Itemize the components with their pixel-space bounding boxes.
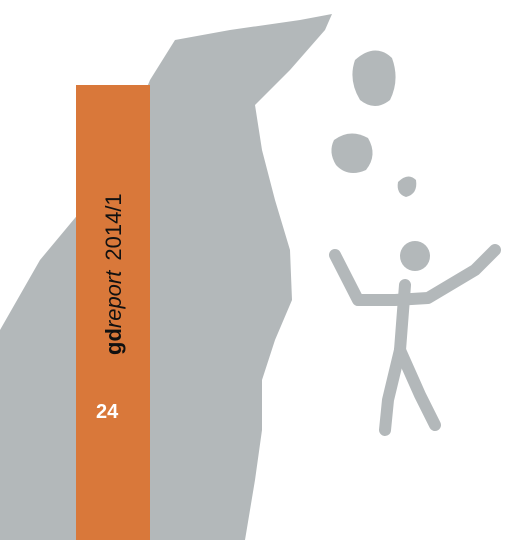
page: gdreport 2014/1 24 bbox=[0, 0, 508, 540]
rock bbox=[331, 133, 372, 173]
person-body bbox=[400, 285, 405, 350]
cliff-illustration bbox=[0, 14, 430, 540]
person-leg bbox=[400, 350, 435, 425]
issue: 2014/1 bbox=[101, 193, 126, 260]
rock bbox=[352, 50, 395, 106]
cliff bbox=[0, 14, 332, 540]
rock bbox=[398, 176, 417, 197]
brand-italic: report bbox=[101, 270, 126, 328]
brand-line: gdreport 2014/1 bbox=[101, 193, 126, 355]
brand-bold: gd bbox=[101, 328, 126, 355]
person bbox=[335, 250, 495, 430]
page-number: 24 bbox=[96, 401, 119, 423]
person-leg bbox=[385, 350, 400, 430]
person-head bbox=[400, 241, 430, 271]
